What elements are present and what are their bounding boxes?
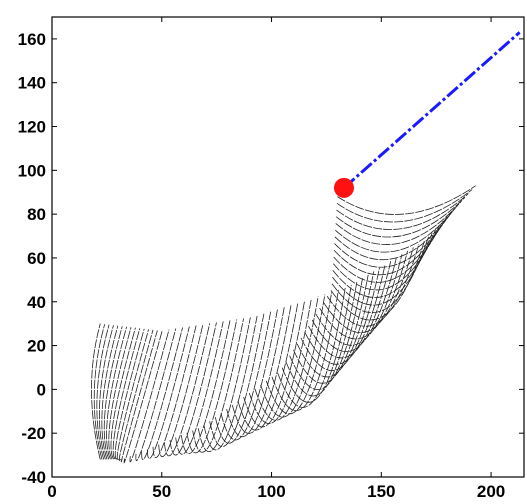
arc-curve [271, 290, 339, 411]
arc-curve [214, 311, 272, 444]
y-tick-label: 0 [37, 380, 46, 399]
y-tick-label: 160 [18, 30, 46, 49]
arc-curve [334, 212, 451, 268]
x-tick-label: 0 [47, 482, 56, 501]
arc-curve [323, 247, 414, 333]
y-tick-label: 20 [27, 337, 46, 356]
arc-family [91, 185, 476, 464]
arc-curve [334, 209, 455, 261]
arc-curve [335, 201, 462, 245]
y-tick-label: -40 [21, 468, 46, 487]
y-tick-label: 140 [18, 74, 46, 93]
arc-curve [114, 328, 145, 460]
arc-curve [197, 317, 251, 452]
arc-curve [93, 324, 106, 460]
arc-curve [335, 205, 458, 253]
blue-line [342, 31, 521, 189]
arc-curve [285, 281, 358, 397]
arc-curve [300, 267, 380, 371]
arc-curve [101, 325, 119, 460]
arc-curve [319, 250, 409, 340]
arc-curve [158, 324, 204, 458]
arc-curve [209, 313, 265, 448]
arc-curve [304, 264, 386, 365]
arc-curve [248, 298, 312, 424]
arc-curve [123, 330, 163, 464]
arc-curve [106, 326, 128, 460]
arc-curve [192, 318, 244, 453]
arc-curve [180, 320, 231, 454]
arc-curve [337, 185, 476, 215]
arc-curve [277, 287, 346, 408]
red-point [333, 177, 354, 198]
arc-curve [335, 197, 466, 238]
x-tick-label: 100 [257, 482, 285, 501]
arc-curve [203, 315, 258, 451]
arc-curve [336, 189, 473, 223]
x-tick-label: 200 [477, 482, 505, 501]
arc-curve [330, 240, 425, 321]
arc-curve [120, 330, 158, 463]
y-tick-label: 60 [27, 249, 46, 268]
arc-curve [186, 319, 238, 454]
arc-curve [296, 271, 375, 378]
arc-curve [226, 307, 285, 438]
plot-frame [51, 16, 525, 478]
y-tick-label: 100 [18, 161, 46, 180]
chart-marks [333, 31, 521, 198]
arc-curve [175, 321, 224, 455]
arc-curve [91, 323, 101, 460]
x-tick-label: 50 [152, 482, 171, 501]
arc-curve [135, 328, 177, 461]
arc-curve [333, 216, 448, 276]
arc-curve [332, 228, 437, 298]
arc-curve [146, 326, 190, 459]
arc-curve [311, 257, 397, 352]
arc-curve [169, 322, 217, 456]
arc-curve [333, 220, 444, 283]
y-tick-label: 40 [27, 293, 46, 312]
y-tick-label: -20 [21, 424, 46, 443]
arc-curve [129, 329, 170, 463]
arc-curve [336, 193, 469, 230]
x-tick-label: 150 [367, 482, 395, 501]
arc-curve [152, 325, 197, 459]
arc-curve [112, 328, 141, 460]
arc-curve [243, 300, 305, 428]
arc-curve [289, 278, 363, 390]
axis-ticks: 0 50 100 150 200 -40 -20 0 20 40 60 80 100 120 140 160 [18, 17, 524, 501]
arc-curve [96, 324, 110, 460]
arc-curve [308, 261, 392, 359]
arc-curve [108, 327, 132, 460]
arc-curve [254, 296, 319, 421]
arc-curve [260, 294, 326, 418]
arc-curve [163, 323, 211, 457]
arc-curve [99, 325, 114, 460]
arc-curve [118, 329, 154, 461]
arc-curve [116, 329, 149, 460]
arc-curve [332, 232, 433, 306]
arc-curve [141, 327, 183, 460]
arc-curve [332, 224, 440, 291]
y-tick-label: 120 [18, 118, 46, 137]
arc-curve [237, 302, 299, 431]
arc-curve [293, 274, 369, 384]
arc-curve [110, 327, 136, 460]
arc-curve [220, 309, 278, 441]
arc-curve [103, 326, 123, 460]
arc-curve [326, 243, 420, 327]
y-tick-label: 80 [27, 205, 46, 224]
arc-curve [231, 305, 292, 434]
